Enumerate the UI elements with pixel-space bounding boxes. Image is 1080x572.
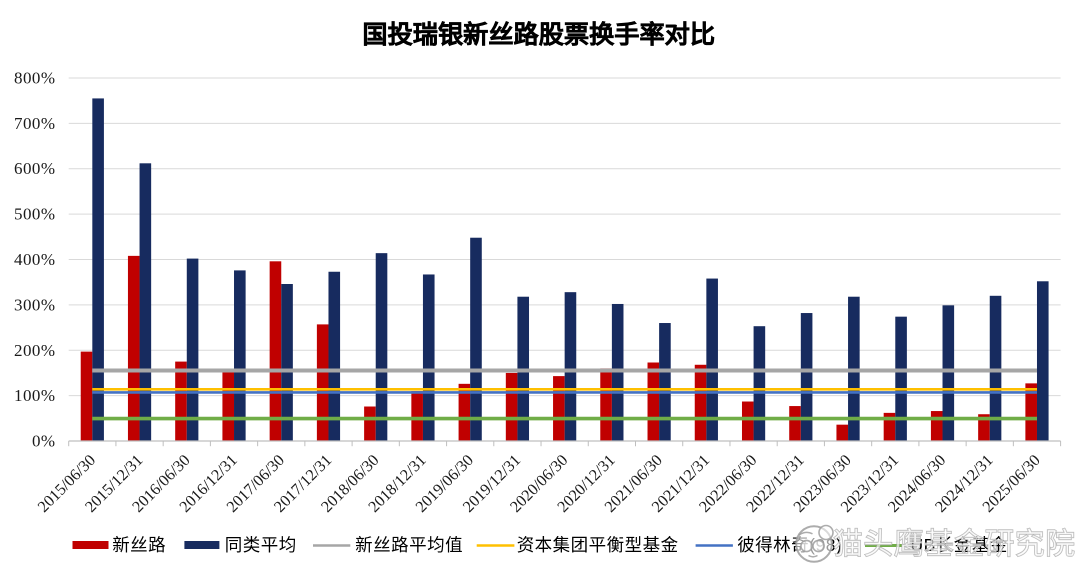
svg-text:200%: 200%: [14, 341, 55, 360]
svg-text:400%: 400%: [14, 250, 55, 269]
svg-text:猫头鹰基金研究院: 猫头鹰基金研究院: [833, 528, 1075, 561]
svg-text:500%: 500%: [14, 205, 55, 224]
svg-text:新丝路: 新丝路: [112, 535, 166, 555]
svg-text:300%: 300%: [14, 295, 55, 314]
svg-text:国投瑞银新丝路股票换手率对比: 国投瑞银新丝路股票换手率对比: [362, 20, 715, 49]
svg-text:700%: 700%: [14, 114, 55, 133]
svg-text:新丝路平均值: 新丝路平均值: [355, 535, 463, 555]
svg-text:100%: 100%: [14, 386, 55, 405]
svg-text:800%: 800%: [14, 69, 55, 88]
svg-text:资本集团平衡型基金: 资本集团平衡型基金: [517, 535, 679, 555]
svg-text:600%: 600%: [14, 159, 55, 178]
svg-text:UB长金基金: UB长金基金: [911, 535, 1008, 555]
svg-text:0%: 0%: [32, 432, 56, 451]
svg-text:同类平均: 同类平均: [225, 535, 297, 555]
